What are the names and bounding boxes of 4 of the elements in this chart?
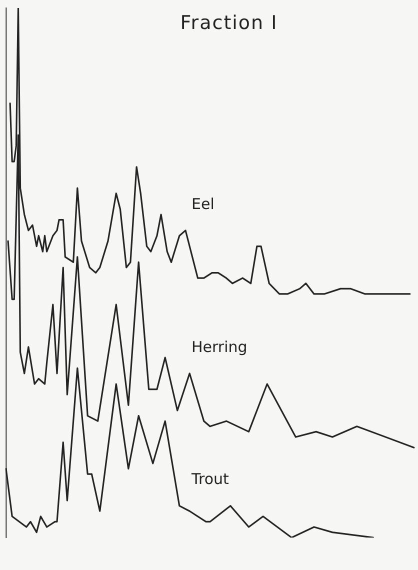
series-label: Eel — [192, 194, 214, 213]
series-label: Trout — [190, 470, 229, 488]
series-label: Herring — [192, 338, 248, 356]
chart-title: Fraction I — [179, 12, 279, 34]
